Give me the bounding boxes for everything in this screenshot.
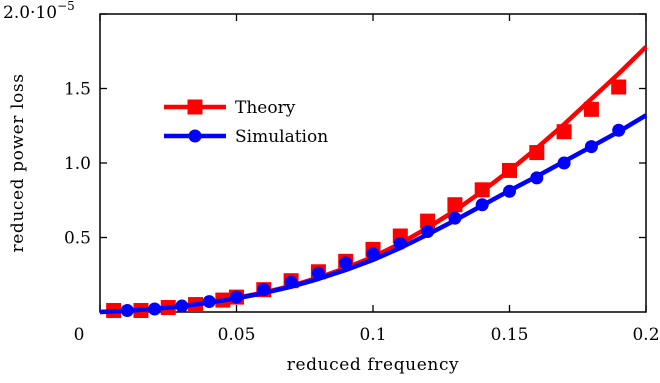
data-point	[584, 140, 598, 154]
data-point	[311, 266, 325, 280]
y-tick-label: 0.5	[64, 229, 91, 249]
legend-marker	[188, 129, 202, 143]
legend-item-simulation: Simulation	[164, 127, 328, 147]
data-point	[447, 197, 463, 213]
data-point	[366, 247, 380, 261]
data-point	[530, 171, 544, 185]
data-point	[339, 256, 353, 270]
x-tick-label: 0.15	[491, 325, 529, 345]
series-theory	[99, 45, 648, 319]
data-point	[257, 283, 271, 297]
data-point	[120, 304, 134, 318]
data-point	[230, 290, 243, 304]
data-point	[284, 275, 298, 289]
y-tick-label: 2.0·10−5	[3, 0, 75, 23]
data-point	[393, 236, 407, 250]
legend-item-theory: Theory	[164, 98, 296, 118]
legend-label: Theory	[235, 98, 296, 118]
data-point	[421, 225, 435, 239]
data-point	[612, 123, 626, 137]
x-tick-label: 0.1	[359, 325, 386, 345]
legend-label: Simulation	[235, 127, 328, 147]
legend-marker	[187, 99, 203, 115]
x-tick-label: 0	[74, 325, 85, 345]
y-tick-label: 1.0	[64, 154, 91, 174]
y-tick-label: 1.5	[64, 80, 91, 100]
x-axis-title: reduced frequency	[287, 355, 460, 375]
data-point	[474, 182, 490, 198]
legend: Theory Simulation	[164, 98, 328, 147]
series-line	[99, 113, 648, 315]
data-point	[202, 295, 216, 309]
data-point	[583, 101, 599, 117]
data-point	[556, 124, 572, 140]
data-point	[502, 162, 517, 178]
series-simulation	[99, 113, 648, 318]
y-axis-title: reduced power loss	[8, 73, 28, 252]
data-point	[611, 79, 627, 95]
x-ticks: 0 0.05 0.1 0.15 0.2	[74, 14, 660, 345]
y-ticks: 0.5 1.0 1.5 2.0·10−5	[3, 0, 646, 249]
data-point	[529, 145, 545, 161]
data-point	[420, 213, 436, 229]
data-point	[148, 302, 162, 316]
data-point	[475, 198, 489, 212]
data-point	[448, 211, 462, 225]
data-point	[175, 299, 189, 313]
x-tick-label: 0.2	[632, 325, 659, 345]
y-exponent: −5	[57, 0, 75, 13]
series-layer	[99, 45, 648, 319]
data-point	[503, 184, 516, 198]
series-line	[99, 45, 648, 315]
x-tick-label: 0.05	[218, 325, 256, 345]
data-point	[557, 156, 571, 170]
